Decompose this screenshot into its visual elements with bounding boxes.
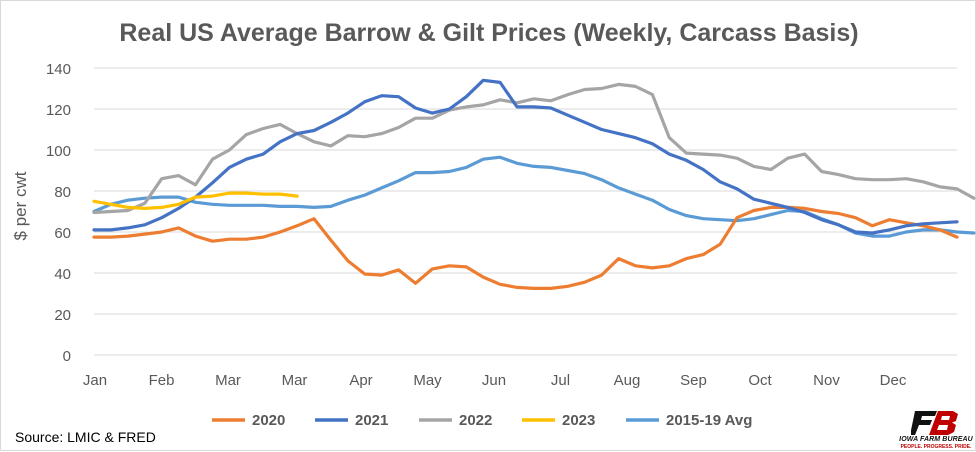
y-axis-ticks: 0 20 40 60 80 100 120 140	[46, 61, 71, 365]
legend-label: 2020	[252, 412, 285, 429]
x-tick-label: Aug	[614, 372, 641, 389]
y-tick-label: 60	[54, 225, 71, 242]
series-line-2023	[92, 191, 299, 210]
x-tick-label: Mar	[282, 372, 308, 389]
legend: 2020 2021 2022 2023 2015-19 Avg	[212, 412, 752, 429]
legend-label: 2015-19 Avg	[666, 412, 752, 429]
x-tick-label: Sep	[680, 372, 707, 389]
y-tick-label: 20	[54, 307, 71, 324]
source-note: Source: LMIC & FRED	[15, 429, 156, 445]
x-tick-label: Nov	[813, 372, 840, 389]
y-tick-label: 0	[63, 348, 71, 365]
series-line-2021	[92, 78, 959, 235]
x-tick-label: Feb	[149, 372, 175, 389]
x-tick-label: Mar	[215, 372, 241, 389]
y-tick-label: 80	[54, 184, 71, 201]
iowa-farm-bureau-logo: IOWA FARM BUREAU PEOPLE. PROGRESS. PRIDE…	[897, 410, 975, 450]
series-lines	[92, 78, 976, 290]
x-tick-label: May	[413, 372, 442, 389]
legend-label: 2022	[459, 412, 492, 429]
x-tick-label: Dec	[880, 372, 907, 389]
x-tick-label: Apr	[349, 372, 372, 389]
x-tick-label: Jul	[551, 372, 570, 389]
x-axis-ticks: Jan Feb Mar Mar Apr May Jun Jul Aug Sep Oct Nov Dec	[83, 372, 907, 389]
x-tick-label: Jun	[482, 372, 506, 389]
chart-title: Real US Average Barrow & Gilt Prices (We…	[119, 19, 859, 47]
legend-label: 2023	[562, 412, 595, 429]
farm-bureau-logo-icon	[911, 411, 958, 435]
series-line-2020	[92, 205, 959, 290]
legend-label: 2021	[355, 412, 388, 429]
y-tick-label: 100	[46, 143, 71, 160]
logo-name: IOWA FARM BUREAU	[899, 436, 973, 443]
y-tick-label: 140	[46, 61, 71, 78]
logo-tagline: PEOPLE. PROGRESS. PRIDE.	[900, 444, 972, 450]
x-tick-label: Oct	[748, 372, 772, 389]
series-line-2022	[92, 82, 976, 215]
y-tick-label: 120	[46, 102, 71, 119]
x-tick-label: Jan	[83, 372, 107, 389]
y-axis-label: $ per cwt	[11, 171, 30, 240]
gridlines	[94, 67, 957, 356]
y-tick-label: 40	[54, 266, 71, 283]
